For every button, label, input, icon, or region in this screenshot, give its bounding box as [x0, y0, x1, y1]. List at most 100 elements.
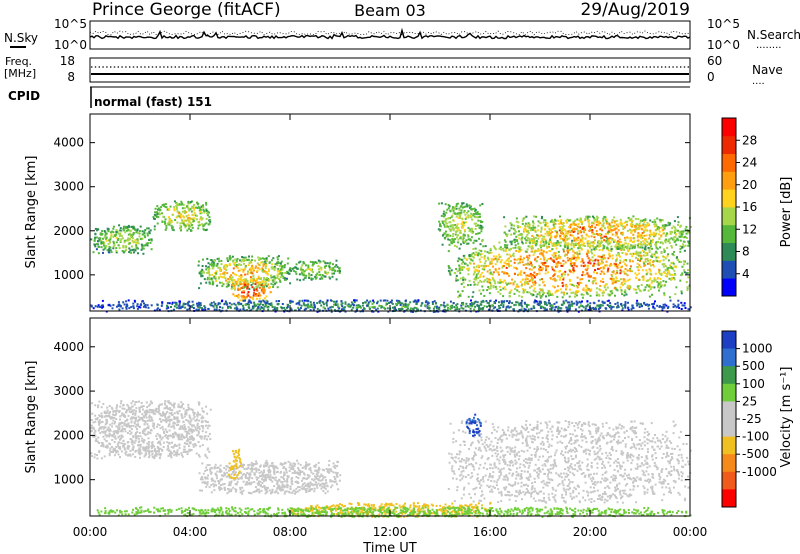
echo-pixel: [532, 226, 535, 229]
echo-pixel: [139, 225, 142, 228]
echo-pixel: [99, 237, 102, 240]
echo-pixel: [372, 301, 375, 304]
echo-pixel: [458, 207, 461, 210]
echo-pixel: [580, 218, 582, 221]
echo-pixel: [653, 254, 656, 257]
echo-pixel: [559, 234, 562, 237]
echo-pixel: [545, 304, 548, 307]
echo-pixel: [96, 454, 98, 456]
echo-pixel: [528, 245, 531, 248]
echo-pixel: [475, 273, 478, 276]
echo-pixel: [548, 245, 551, 248]
echo-pixel: [459, 229, 462, 232]
echo-pixel: [173, 412, 176, 415]
echo-pixel: [542, 241, 545, 243]
echo-pixel: [582, 244, 585, 247]
echo-pixel: [447, 265, 450, 267]
echo-pixel: [565, 285, 567, 288]
echo-pixel: [596, 263, 599, 266]
echo-pixel: [689, 226, 692, 228]
echo-pixel: [521, 242, 524, 245]
echo-pixel: [630, 217, 633, 220]
echo-pixel: [124, 231, 127, 234]
echo-pixel: [484, 279, 487, 282]
echo-pixel: [577, 247, 580, 250]
nave-tick-bottom: 0: [707, 70, 715, 84]
echo-pixel: [228, 262, 231, 265]
echo-pixel: [457, 234, 459, 237]
echo-pixel: [442, 212, 445, 215]
echo-pixel: [604, 227, 607, 230]
echo-pixel: [277, 270, 280, 273]
echo-pixel: [502, 295, 505, 298]
echo-pixel: [610, 229, 613, 232]
echo-pixel: [587, 220, 590, 223]
echo-pixel: [463, 211, 465, 214]
echo-pixel: [254, 280, 257, 283]
echo-pixel: [685, 272, 688, 275]
echo-pixel: [399, 301, 402, 304]
echo-pixel: [375, 308, 378, 311]
echo-pixel: [594, 269, 597, 272]
echo-pixel: [514, 230, 517, 233]
echo-pixel: [326, 272, 329, 275]
echo-pixel: [531, 234, 534, 237]
echo-pixel: [181, 427, 184, 430]
echo-pixel: [572, 244, 575, 247]
echo-pixel: [449, 308, 452, 310]
echo-pixel: [467, 214, 470, 217]
echo-pixel: [192, 218, 195, 221]
nsearch-marker: ........: [756, 40, 781, 51]
echo-pixel: [487, 286, 490, 288]
echo-pixel: [567, 306, 570, 309]
echo-pixel: [531, 246, 534, 249]
echo-pixel: [586, 267, 589, 270]
echo-pixel: [526, 281, 529, 283]
echo-pixel: [466, 211, 469, 214]
echo-pixel: [199, 224, 201, 227]
echo-pixel: [593, 254, 596, 257]
echo-pixel: [115, 233, 117, 236]
echo-pixel: [624, 259, 627, 261]
echo-pixel: [404, 304, 407, 306]
echo-pixel: [477, 213, 479, 215]
echo-pixel: [404, 305, 407, 308]
echo-pixel: [231, 255, 234, 258]
echo-pixel: [524, 224, 527, 227]
echo-pixel: [546, 222, 549, 225]
echo-pixel: [100, 246, 103, 249]
echo-pixel: [199, 282, 202, 285]
echo-pixel: [503, 271, 506, 274]
echo-pixel: [462, 202, 465, 205]
echo-pixel: [620, 282, 623, 285]
echo-pixel: [529, 261, 532, 263]
echo-pixel: [669, 222, 672, 225]
freq-strip-frame: [89, 57, 691, 83]
echo-pixel: [276, 273, 279, 276]
echo-pixel: [264, 267, 267, 270]
echo-pixel: [667, 253, 669, 256]
echo-pixel: [548, 243, 550, 246]
echo-pixel: [264, 284, 267, 287]
echo-pixel: [233, 302, 236, 305]
echo-pixel: [582, 293, 585, 296]
echo-pixel: [267, 305, 270, 308]
echo-pixel: [255, 288, 258, 291]
echo-pixel: [536, 234, 539, 237]
echo-pixel: [568, 237, 571, 240]
echo-pixel: [384, 299, 387, 302]
echo-pixel: [448, 239, 451, 241]
echo-pixel: [535, 295, 538, 298]
echo-pixel: [284, 277, 286, 280]
echo-pixel: [222, 266, 225, 269]
echo-pixel: [238, 263, 241, 266]
echo-pixel: [609, 226, 612, 229]
echo-pixel: [258, 264, 261, 267]
echo-pixel: [459, 272, 462, 275]
echo-pixel: [164, 203, 167, 206]
echo-pixel: [241, 258, 244, 261]
echo-pixel: [653, 277, 656, 280]
echo-pixel: [527, 308, 530, 311]
echo-pixel: [531, 228, 534, 231]
echo-pixel: [435, 305, 438, 308]
